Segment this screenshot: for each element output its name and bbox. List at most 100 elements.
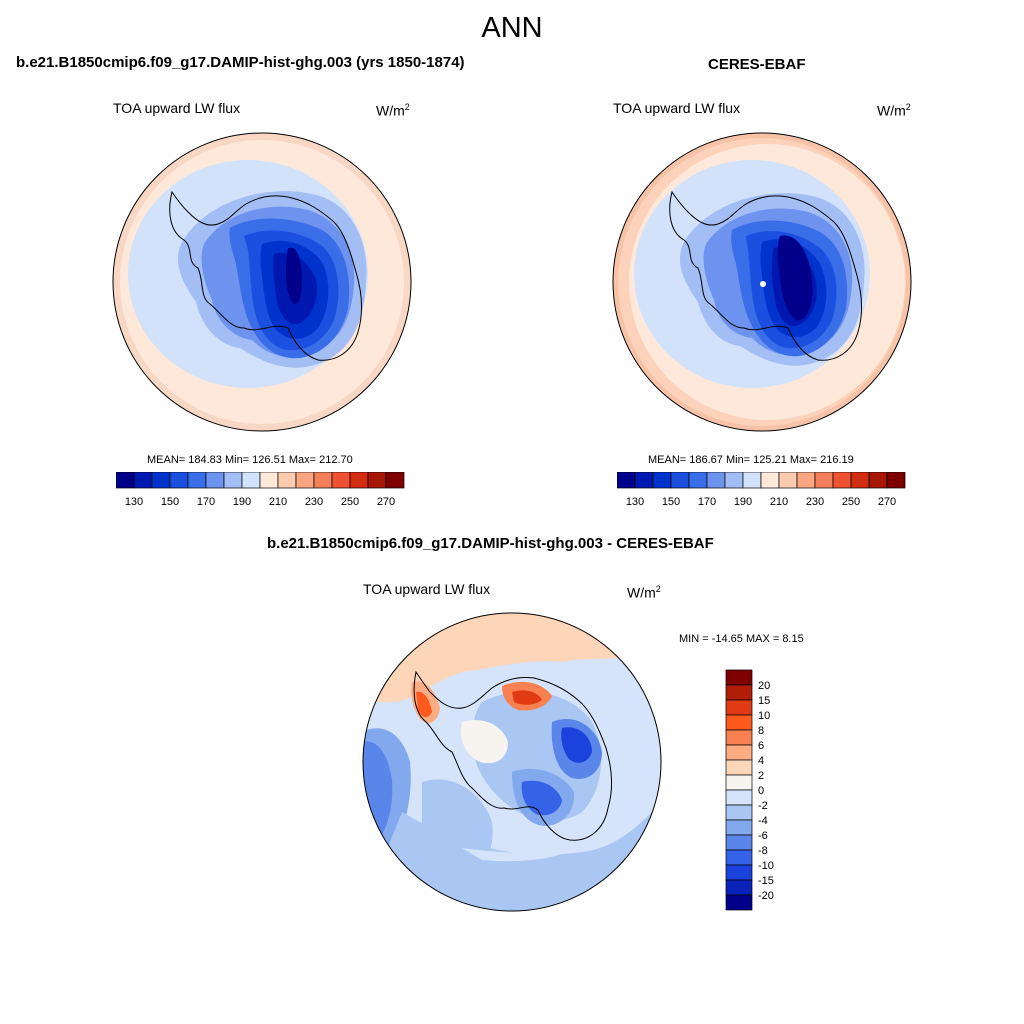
panel-model-stats: MEAN= 184.83 Min= 126.51 Max= 212.70	[147, 454, 353, 466]
map-obs-border	[612, 132, 912, 432]
colorbar-box	[706, 472, 726, 489]
colorbar-box	[725, 669, 753, 686]
map-model-border	[112, 132, 412, 432]
colorbar-tick-label: 6	[758, 740, 764, 752]
colorbar-box	[133, 472, 153, 489]
map-diff-fill	[363, 613, 661, 911]
colorbar-box	[742, 472, 762, 489]
colorbar-box	[295, 472, 315, 489]
colorbar-box	[367, 472, 387, 489]
colorbar-tick-label: 130	[626, 496, 644, 508]
colorbar-tick-label: 230	[305, 496, 323, 508]
coastline-diff	[413, 670, 613, 841]
colorbar-box	[277, 472, 297, 489]
colorbar-tick-label: -15	[758, 875, 774, 887]
panel-diff-stats: MIN = -14.65 MAX = 8.15	[679, 633, 804, 645]
colorbar-box	[151, 472, 171, 489]
colorbar-box	[725, 804, 753, 821]
panel-diff-variable: TOA upward LW flux	[363, 581, 491, 597]
panel-model-title: b.e21.B1850cmip6.f09_g17.DAMIP-hist-ghg.…	[16, 54, 465, 71]
colorbar-box	[886, 472, 906, 489]
colorbar-box	[778, 472, 798, 489]
colorbar-box	[223, 472, 243, 489]
map-obs	[612, 132, 912, 432]
map-model	[112, 132, 412, 432]
colorbar-box	[724, 472, 744, 489]
colorbar-tick-label: 8	[758, 725, 764, 737]
colorbar-box	[331, 472, 351, 489]
colorbar-box	[385, 472, 405, 489]
colorbar-tick-label: 0	[758, 785, 764, 797]
colorbar-box	[652, 472, 672, 489]
coastline-obs	[669, 190, 863, 361]
colorbar-tick-label: 150	[161, 496, 179, 508]
colorbar-tick-label: -10	[758, 860, 774, 872]
map-diff-border	[362, 612, 662, 912]
colorbar-box	[725, 894, 753, 911]
colorbar-model-boxes	[116, 472, 405, 489]
panel-diff-units: W/m2	[627, 584, 661, 601]
panel-obs-variable: TOA upward LW flux	[613, 100, 741, 116]
coastline-model	[169, 190, 363, 361]
colorbar-box	[617, 472, 636, 489]
colorbar-tick-label: -6	[758, 830, 768, 842]
colorbar-tick-label: 210	[770, 496, 788, 508]
colorbar-tick-label: 150	[662, 496, 680, 508]
colorbar-box	[725, 699, 753, 716]
colorbar-tick-label: -8	[758, 845, 768, 857]
colorbar-tick-label: 250	[341, 496, 359, 508]
colorbar-box	[725, 834, 753, 851]
colorbar-tick-label: 15	[758, 695, 770, 707]
colorbar-box	[725, 744, 753, 761]
map-obs-fill	[613, 133, 911, 431]
colorbar-tick-label: 130	[125, 496, 143, 508]
colorbar-box	[725, 714, 753, 731]
colorbar-tick-label: 190	[734, 496, 752, 508]
colorbar-box	[832, 472, 852, 489]
colorbar-box	[725, 849, 753, 866]
colorbar-box	[725, 774, 753, 791]
colorbar-tick-label: -2	[758, 800, 768, 812]
panel-diff-title: b.e21.B1850cmip6.f09_g17.DAMIP-hist-ghg.…	[267, 535, 714, 552]
colorbar-box	[688, 472, 708, 489]
colorbar-box	[814, 472, 834, 489]
figure-title: ANN	[481, 12, 543, 44]
colorbar-tick-label: 270	[377, 496, 395, 508]
colorbar-tick-label: 2	[758, 770, 764, 782]
panel-model-variable: TOA upward LW flux	[113, 100, 241, 116]
colorbar-box	[259, 472, 279, 489]
colorbar-box	[725, 729, 753, 746]
colorbar-box	[241, 472, 261, 489]
panel-obs-units: W/m2	[877, 102, 911, 119]
colorbar-box	[634, 472, 654, 489]
colorbar-box	[725, 759, 753, 776]
colorbar-box	[187, 472, 207, 489]
colorbar-tick-label: 190	[233, 496, 251, 508]
colorbar-box	[670, 472, 690, 489]
colorbar-box	[169, 472, 189, 489]
colorbar-obs-labels: 130 150 170 190 210 230 250 270	[626, 496, 896, 508]
colorbar-box	[868, 472, 888, 489]
colorbar-box	[725, 789, 753, 806]
colorbar-box	[313, 472, 333, 489]
colorbar-tick-label: 4	[758, 755, 764, 767]
colorbar-obs-boxes	[617, 472, 906, 489]
colorbar-tick-label: -20	[758, 890, 774, 902]
panel-obs-stats: MEAN= 186.67 Min= 125.21 Max= 216.19	[648, 454, 854, 466]
colorbar-tick-label: 210	[269, 496, 287, 508]
colorbar-tick-label: 20	[758, 680, 770, 692]
colorbar-tick-label: 230	[806, 496, 824, 508]
colorbar-box	[850, 472, 870, 489]
colorbar-model: 130 150 170 190 210 230 250 270	[116, 472, 405, 508]
colorbar-box	[796, 472, 816, 489]
colorbar-box	[760, 472, 780, 489]
colorbar-box	[725, 864, 753, 881]
colorbar-tick-label: 10	[758, 710, 770, 722]
panel-model-units: W/m2	[376, 102, 410, 119]
colorbar-tick-label: 170	[197, 496, 215, 508]
colorbar-tick-label: 270	[878, 496, 896, 508]
colorbar-box	[725, 879, 753, 896]
colorbar-box	[725, 819, 753, 836]
